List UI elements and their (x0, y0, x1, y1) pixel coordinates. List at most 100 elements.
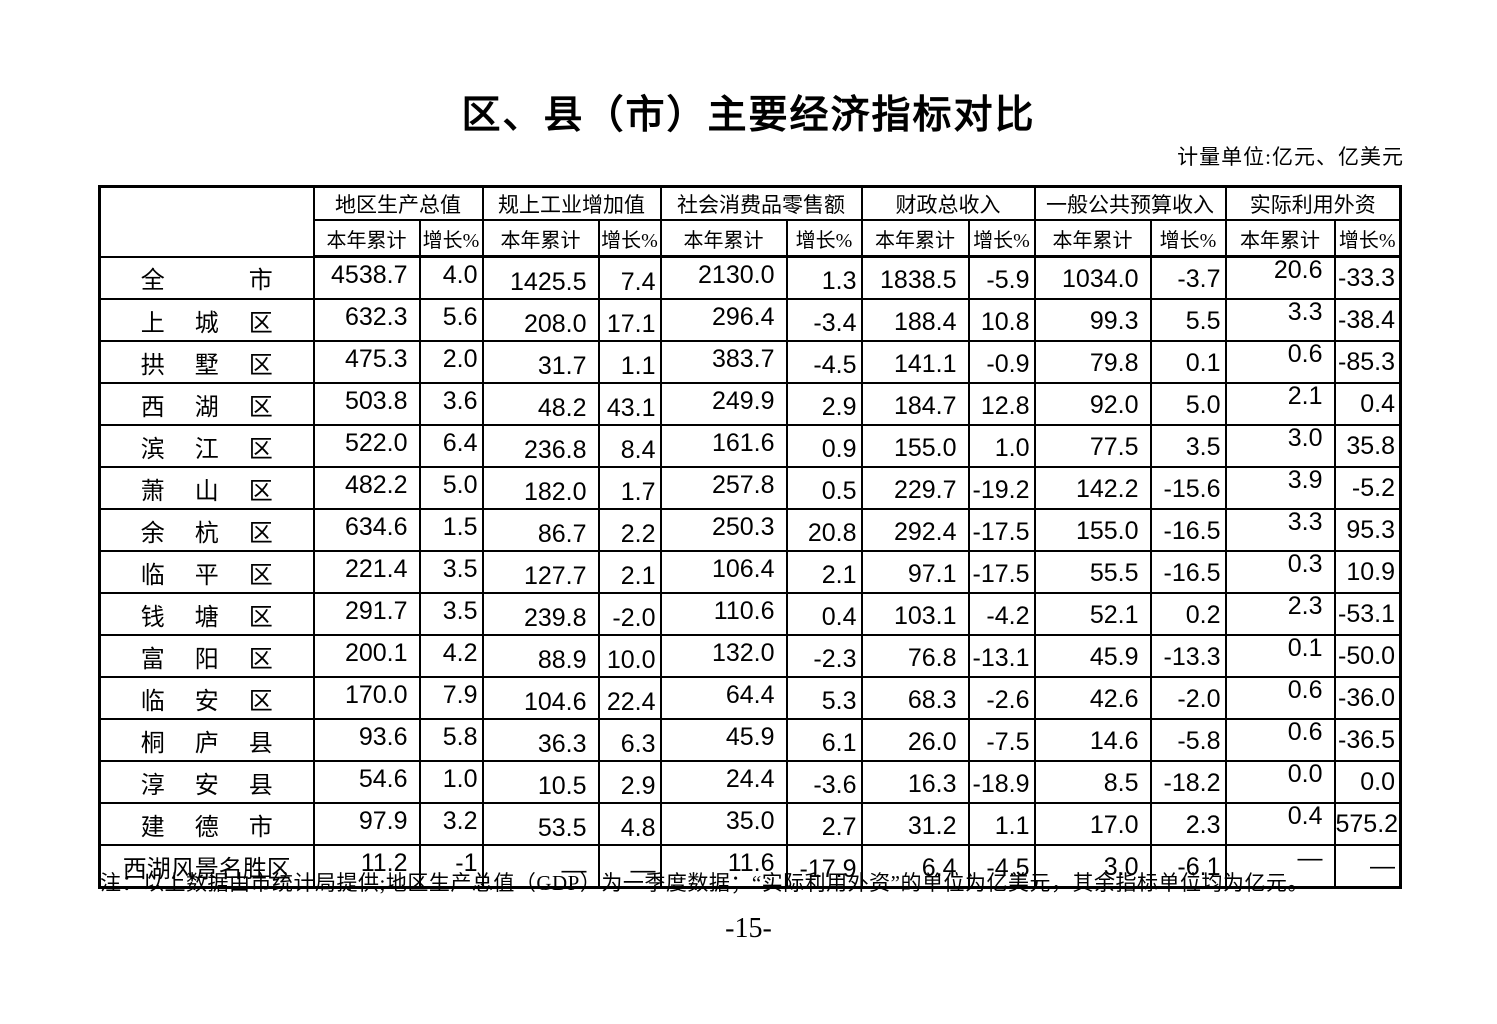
value-cell: -1 (418, 844, 484, 889)
value-cell: 52.1 (1033, 592, 1152, 636)
value-cell: -13.1 (967, 634, 1036, 678)
value-cell: 3.0 (1224, 424, 1336, 468)
value-cell: 2.7 (785, 802, 863, 846)
value-cell: -15.6 (1149, 466, 1227, 510)
value-cell: 22.4 (597, 676, 662, 720)
value-cell: 3.2 (418, 802, 484, 846)
value-cell: -18.2 (1149, 760, 1227, 804)
value-cell: 132.0 (659, 634, 788, 678)
value-cell: 16.3 (860, 760, 970, 804)
value-cell: 0.6 (1224, 718, 1336, 762)
corner-cell (98, 185, 315, 258)
subcol-fiscal-growth: 增长% (967, 219, 1036, 258)
value-cell: 1.1 (597, 340, 662, 384)
value-cell: 2.9 (597, 760, 662, 804)
table-row: 滨江区 522.0 6.4 236.8 8.4 161.6 0.9 155.0 1.0 77.5 3… (98, 424, 1402, 468)
value-cell: 292.4 (860, 508, 970, 552)
value-cell: -7.5 (967, 718, 1036, 762)
col-group-retail: 社会消费品零售额 (659, 185, 863, 221)
page-title: 区、县（市）主要经济指标对比 (461, 94, 1036, 137)
value-cell: 229.7 (860, 466, 970, 510)
value-cell: 6.4 (418, 424, 484, 468)
col-group-gdp: 地区生产总值 (312, 185, 484, 221)
value-cell: 0.6 (1224, 340, 1336, 384)
value-cell: -2.0 (597, 592, 662, 636)
value-cell: 76.8 (860, 634, 970, 678)
value-cell: 3.5 (418, 550, 484, 594)
row-name-cell: 淳安县 (98, 760, 315, 804)
value-cell: 249.9 (659, 382, 788, 426)
value-cell: 0.5 (785, 466, 863, 510)
value-cell: 93.6 (312, 718, 421, 762)
value-cell: 1838.5 (860, 255, 970, 300)
value-cell: -33.3 (1333, 255, 1402, 300)
value-cell: 155.0 (1033, 508, 1152, 552)
table-row: 西湖风景名胜区 11.2 -1— —11.6 -17.9 6.4 -4.5 3.0 -6.1— — (98, 844, 1402, 889)
subcol-retail-cum: 本年累计 (659, 219, 788, 258)
row-name-cell: 余杭区 (98, 508, 315, 552)
value-cell: 10.0 (597, 634, 662, 678)
value-cell: 55.5 (1033, 550, 1152, 594)
value-cell: -6.1 (1149, 844, 1227, 889)
value-cell: 20.6 (1224, 255, 1336, 300)
value-cell: -3.7 (1149, 255, 1227, 300)
value-cell: 522.0 (312, 424, 421, 468)
value-cell: -53.1 (1333, 592, 1402, 636)
value-cell: 79.8 (1033, 340, 1152, 384)
value-cell: 1.0 (967, 424, 1036, 468)
value-cell: 5.3 (785, 676, 863, 720)
value-cell: 503.8 (312, 382, 421, 426)
table-row: 上城区 632.3 5.6 208.0 17.1 296.4 -3.4 188.4 10.8 99… (98, 298, 1402, 342)
value-cell: 3.9 (1224, 466, 1336, 510)
table-row: 临安区 170.0 7.9 104.6 22.4 64.4 5.3 68.3 -2.6 42.6-… (98, 676, 1402, 720)
value-cell: 482.2 (312, 466, 421, 510)
value-cell: -18.9 (967, 760, 1036, 804)
subcol-foreign-growth: 增长% (1333, 219, 1402, 258)
table-row: 余杭区 634.6 1.5 86.7 2.2 250.3 20.8 292.4 -17.5 155… (98, 508, 1402, 552)
value-cell: — (1224, 844, 1336, 889)
value-cell: 92.0 (1033, 382, 1152, 426)
value-cell: 2.1 (1224, 382, 1336, 426)
value-cell: 17.0 (1033, 802, 1152, 846)
table-header-group-row: 地区生产总值 规上工业增加值 社会消费品零售额 财政总收入 一般公共预算收入 实… (98, 185, 1402, 258)
value-cell: 31.7 (481, 340, 600, 384)
value-cell: 5.0 (1149, 382, 1227, 426)
value-cell: 2130.0 (659, 255, 788, 300)
value-cell: 103.1 (860, 592, 970, 636)
value-cell: 6.4 (860, 844, 970, 889)
value-cell: — (481, 844, 600, 889)
value-cell: 200.1 (312, 634, 421, 678)
value-cell: 64.4 (659, 676, 788, 720)
value-cell: 1425.5 (481, 255, 600, 300)
table-row: 萧山区 482.2 5.0 182.0 1.7 257.8 0.5 229.7 -19.2 142… (98, 466, 1402, 510)
value-cell: 155.0 (860, 424, 970, 468)
value-cell: -3.4 (785, 298, 863, 342)
value-cell: 95.3 (1333, 508, 1402, 552)
value-cell: 14.6 (1033, 718, 1152, 762)
col-group-foreign: 实际利用外资 (1224, 185, 1402, 221)
value-cell: -2.6 (967, 676, 1036, 720)
value-cell: -5.8 (1149, 718, 1227, 762)
value-cell: 104.6 (481, 676, 600, 720)
row-name-cell: 上城区 (98, 298, 315, 342)
value-cell: 5.0 (418, 466, 484, 510)
value-cell: 1.5 (418, 508, 484, 552)
value-cell: 1034.0 (1033, 255, 1152, 300)
value-cell: 239.8 (481, 592, 600, 636)
value-cell: 2.3 (1149, 802, 1227, 846)
value-cell: 3.3 (1224, 298, 1336, 342)
value-cell: 127.7 (481, 550, 600, 594)
value-cell: 68.3 (860, 676, 970, 720)
value-cell: 1.7 (597, 466, 662, 510)
value-cell: 182.0 (481, 466, 600, 510)
value-cell: 4538.7 (312, 255, 421, 300)
row-name-cell: 钱塘区 (98, 592, 315, 636)
unit-note: 计量单位:亿元、亿美元 (1177, 145, 1404, 169)
value-cell: -17.9 (785, 844, 863, 889)
value-cell: 575.2 (1333, 802, 1402, 846)
value-cell: 110.6 (659, 592, 788, 636)
value-cell: 6.3 (597, 718, 662, 762)
value-cell: -4.5 (785, 340, 863, 384)
value-cell: 0.2 (1149, 592, 1227, 636)
table-row: 富阳区 200.1 4.2 88.9 10.0 132.0 -2.3 76.8 -13.1 45.… (98, 634, 1402, 678)
